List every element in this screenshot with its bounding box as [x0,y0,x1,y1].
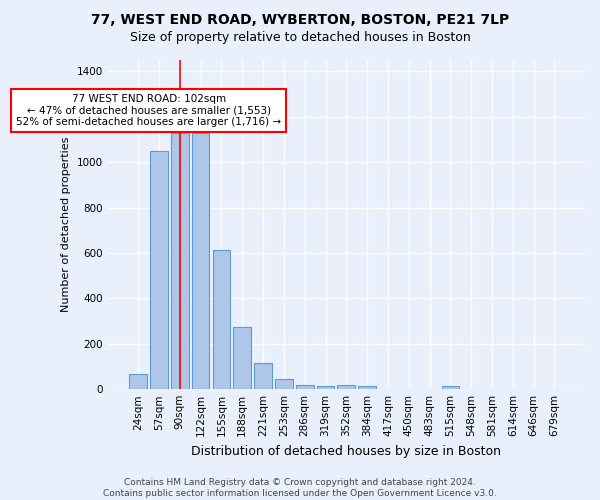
Text: 77, WEST END ROAD, WYBERTON, BOSTON, PE21 7LP: 77, WEST END ROAD, WYBERTON, BOSTON, PE2… [91,12,509,26]
Bar [233,326,251,389]
Y-axis label: Number of detached properties: Number of detached properties [61,137,71,312]
Bar [130,374,147,389]
Bar [192,132,209,389]
X-axis label: Distribution of detached houses by size in Boston: Distribution of detached houses by size … [191,444,502,458]
Bar [337,384,355,389]
Text: 77 WEST END ROAD: 102sqm
← 47% of detached houses are smaller (1,553)
52% of sem: 77 WEST END ROAD: 102sqm ← 47% of detach… [16,94,281,128]
Bar [296,385,314,389]
Text: Contains HM Land Registry data © Crown copyright and database right 2024.
Contai: Contains HM Land Registry data © Crown c… [103,478,497,498]
Bar [275,379,293,389]
Bar [212,250,230,389]
Bar [442,386,459,389]
Bar [317,386,334,389]
Bar [171,132,188,389]
Bar [358,386,376,389]
Bar [150,151,168,389]
Bar [254,363,272,389]
Text: Size of property relative to detached houses in Boston: Size of property relative to detached ho… [130,31,470,44]
